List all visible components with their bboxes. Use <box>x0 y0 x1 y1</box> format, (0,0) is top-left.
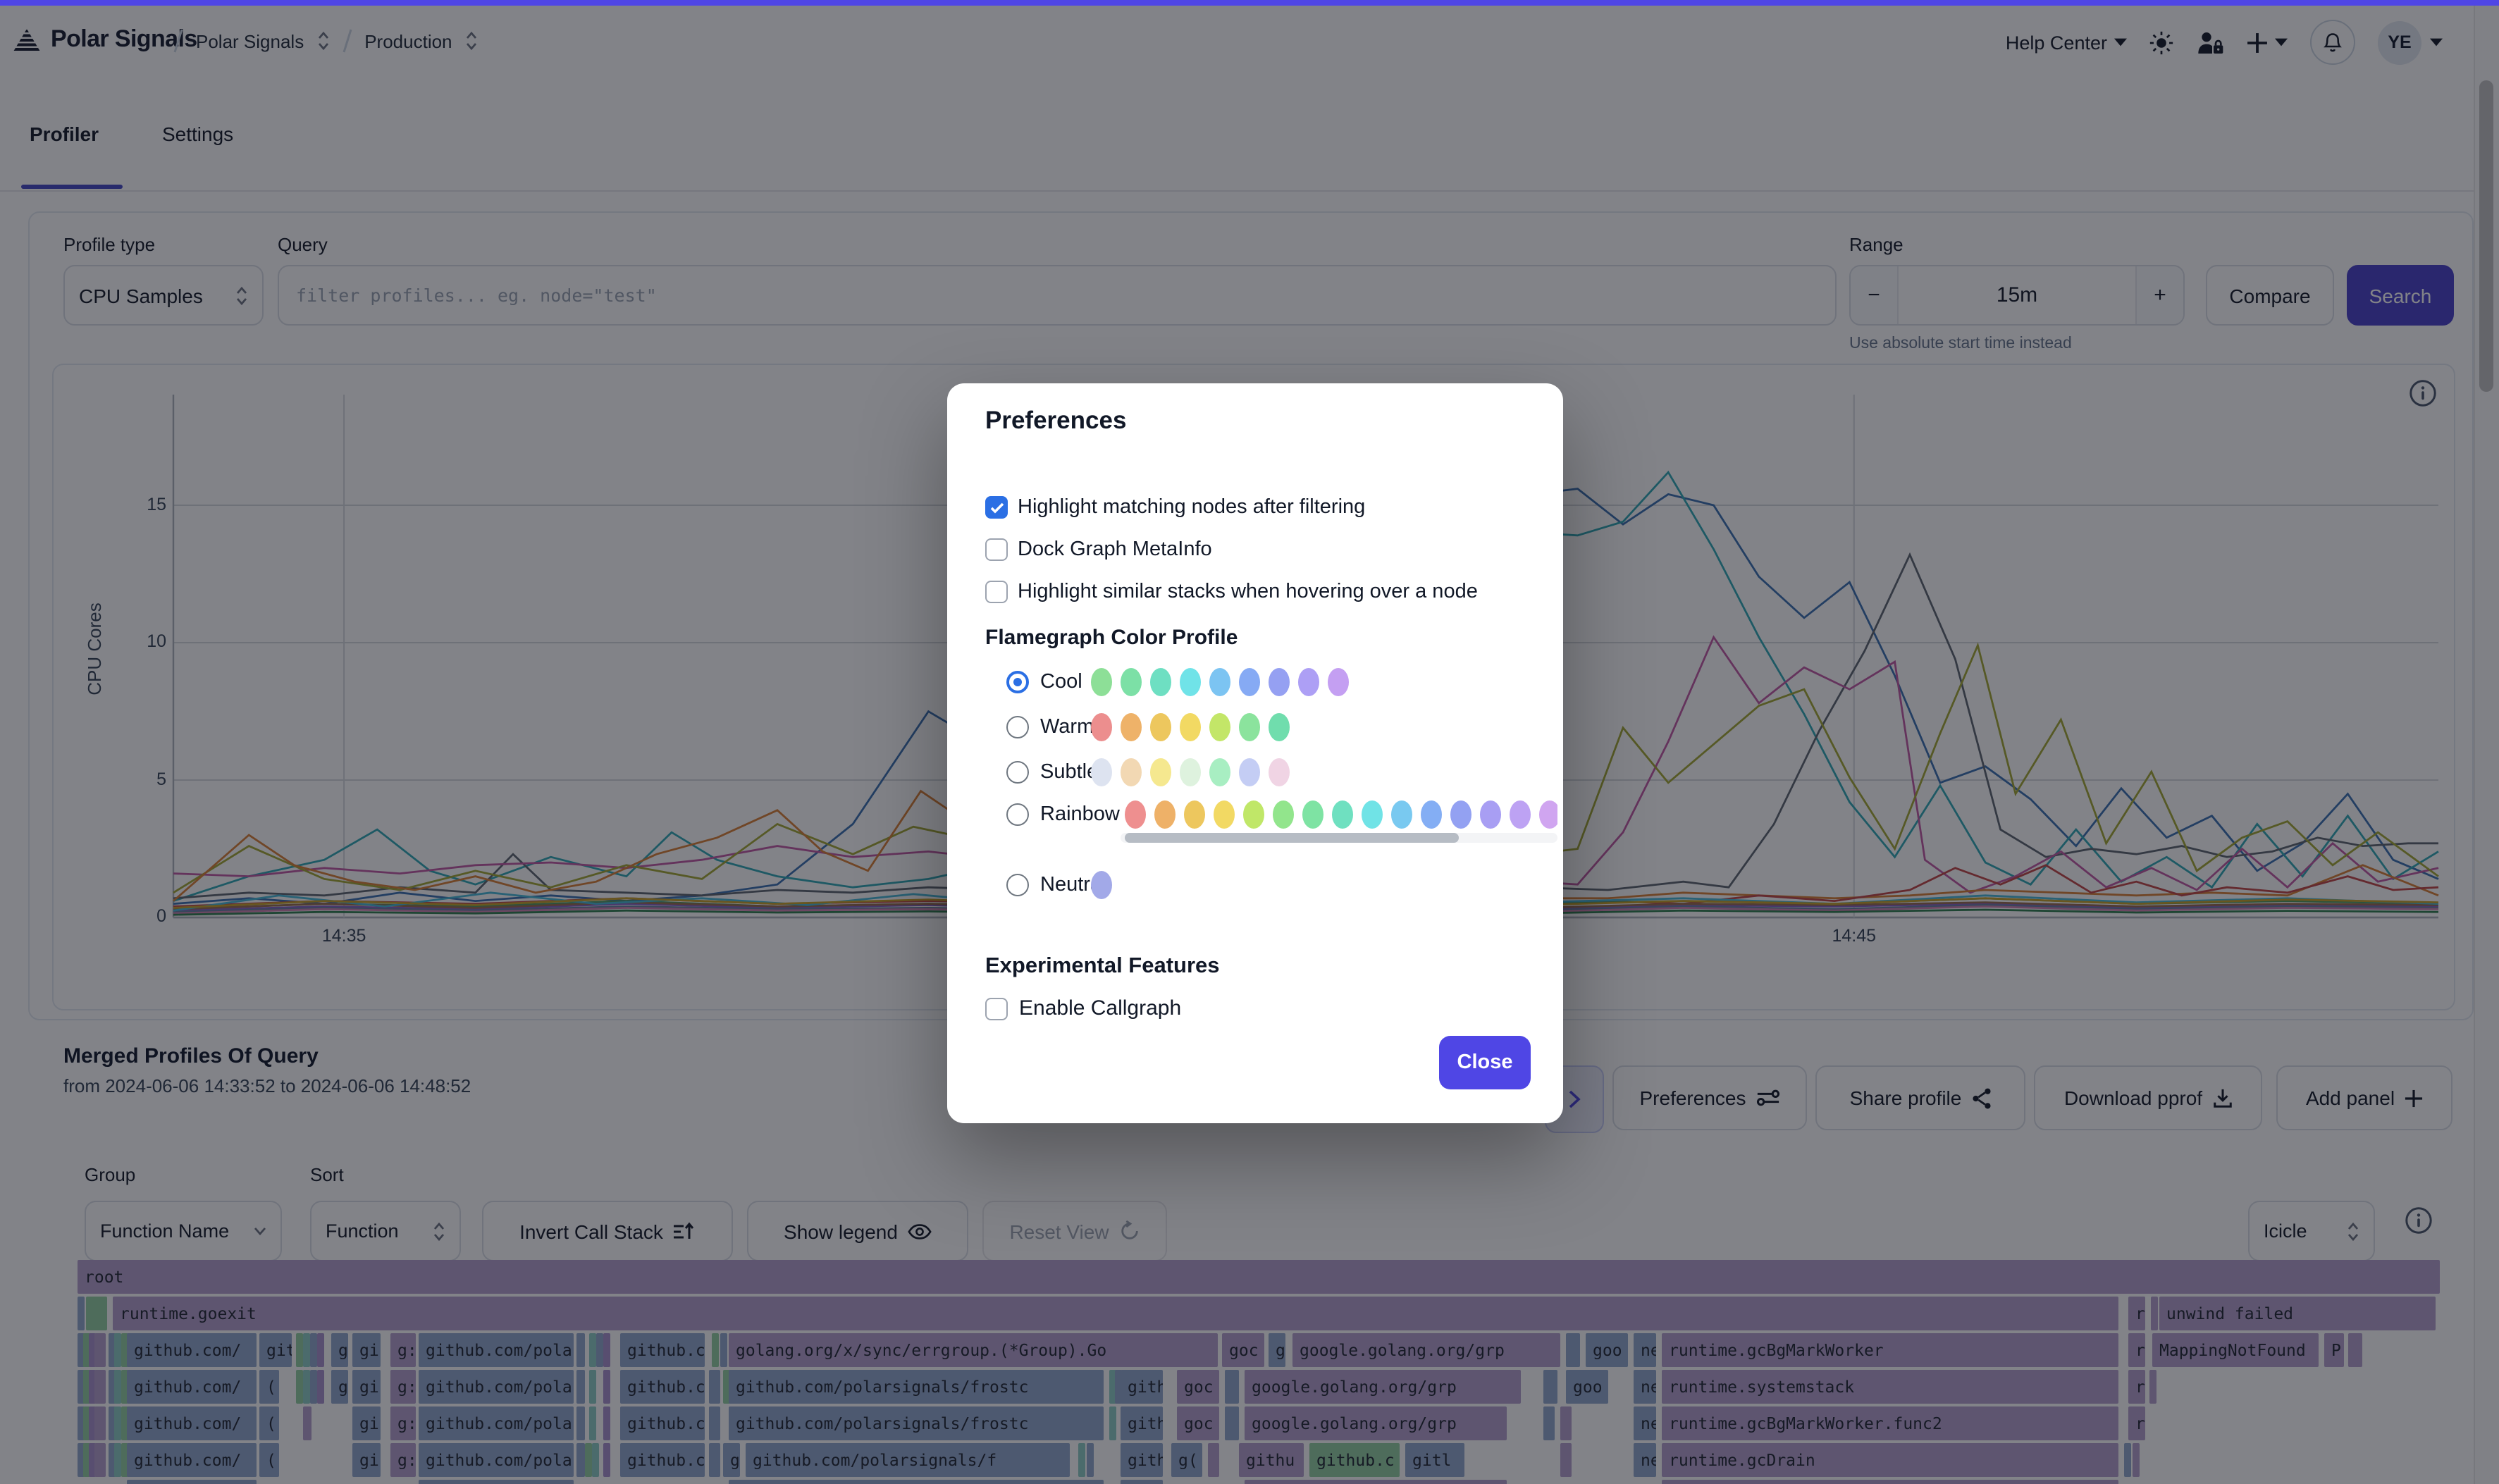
color-swatch <box>1269 713 1290 741</box>
color-swatch <box>1091 713 1112 741</box>
radio-unselected[interactable] <box>1006 716 1029 738</box>
color-swatch <box>1243 800 1264 829</box>
color-swatch <box>1332 800 1353 829</box>
color-swatch <box>1239 758 1260 786</box>
dialog-title: Preferences <box>985 406 1127 434</box>
color-swatch <box>1121 758 1142 786</box>
color-profile-option-cool[interactable]: Cool <box>1006 671 1082 693</box>
checkbox-unchecked[interactable] <box>985 538 1008 561</box>
radio-unselected[interactable] <box>1006 761 1029 784</box>
close-button[interactable]: Close <box>1439 1036 1531 1089</box>
radio-unselected[interactable] <box>1006 874 1029 896</box>
color-profile-label: Cool <box>1040 671 1082 693</box>
color-swatch <box>1328 668 1349 696</box>
color-profile-label: Rainbow <box>1040 803 1120 826</box>
checkbox-unchecked[interactable] <box>985 581 1008 603</box>
color-swatch-row <box>1091 713 1557 748</box>
color-swatch <box>1121 713 1142 741</box>
pref-checkbox-row[interactable]: Highlight similar stacks when hovering o… <box>985 581 1478 603</box>
color-swatch <box>1269 758 1290 786</box>
color-swatch <box>1150 713 1171 741</box>
color-swatch <box>1269 668 1290 696</box>
color-swatch-row <box>1091 871 1557 906</box>
color-swatch <box>1298 668 1319 696</box>
radio-selected[interactable] <box>1006 671 1029 693</box>
color-swatch <box>1180 758 1201 786</box>
color-profile-option-rainbow[interactable]: Rainbow <box>1006 803 1120 826</box>
checkbox-checked[interactable] <box>985 496 1008 519</box>
color-profile-heading: Flamegraph Color Profile <box>985 626 1238 650</box>
color-swatch <box>1091 758 1112 786</box>
color-swatch <box>1239 668 1260 696</box>
checkbox-label: Enable Callgraph <box>1019 996 1182 1020</box>
color-profile-option-subtle[interactable]: Subtle <box>1006 761 1098 784</box>
color-swatch <box>1150 758 1171 786</box>
preferences-dialog: Preferences Highlight matching nodes aft… <box>947 383 1563 1123</box>
color-swatch <box>1421 800 1442 829</box>
experimental-heading: Experimental Features <box>985 954 1220 978</box>
color-swatch <box>1154 800 1176 829</box>
color-swatch-row <box>1091 668 1557 703</box>
color-swatch <box>1391 800 1412 829</box>
pref-checkbox-row[interactable]: Highlight matching nodes after filtering <box>985 496 1365 519</box>
color-swatch <box>1209 713 1230 741</box>
checkbox-label: Highlight matching nodes after filtering <box>1018 496 1366 519</box>
color-swatch <box>1091 668 1112 696</box>
color-profile-option-warm[interactable]: Warm <box>1006 716 1094 738</box>
color-swatch <box>1209 758 1230 786</box>
callgraph-checkbox-row[interactable]: Enable Callgraph <box>985 996 1181 1020</box>
color-swatch <box>1180 668 1201 696</box>
color-swatch <box>1091 871 1112 899</box>
checkbox-label: Dock Graph MetaInfo <box>1018 538 1212 561</box>
checkbox-unchecked[interactable] <box>985 997 1008 1020</box>
color-profile-label: Warm <box>1040 716 1094 738</box>
color-swatch <box>1180 713 1201 741</box>
radio-unselected[interactable] <box>1006 803 1029 826</box>
color-swatch <box>1121 668 1142 696</box>
color-swatch <box>1480 800 1501 829</box>
checkbox-label: Highlight similar stacks when hovering o… <box>1018 581 1478 603</box>
color-swatch-row <box>1125 800 1557 836</box>
color-swatch <box>1209 668 1230 696</box>
color-swatch <box>1214 800 1235 829</box>
color-swatch <box>1539 800 1557 829</box>
color-swatch <box>1450 800 1471 829</box>
color-swatch <box>1273 800 1294 829</box>
swatch-scrollbar-thumb[interactable] <box>1125 833 1459 843</box>
color-swatch-row <box>1091 758 1557 793</box>
color-swatch <box>1302 800 1323 829</box>
color-profile-label: Subtle <box>1040 761 1099 784</box>
color-swatch <box>1125 800 1146 829</box>
top-accent-bar <box>0 0 2499 6</box>
color-swatch <box>1510 800 1531 829</box>
pref-checkbox-row[interactable]: Dock Graph MetaInfo <box>985 538 1212 561</box>
color-swatch <box>1362 800 1383 829</box>
color-swatch <box>1184 800 1205 829</box>
color-swatch <box>1150 668 1171 696</box>
color-swatch <box>1239 713 1260 741</box>
